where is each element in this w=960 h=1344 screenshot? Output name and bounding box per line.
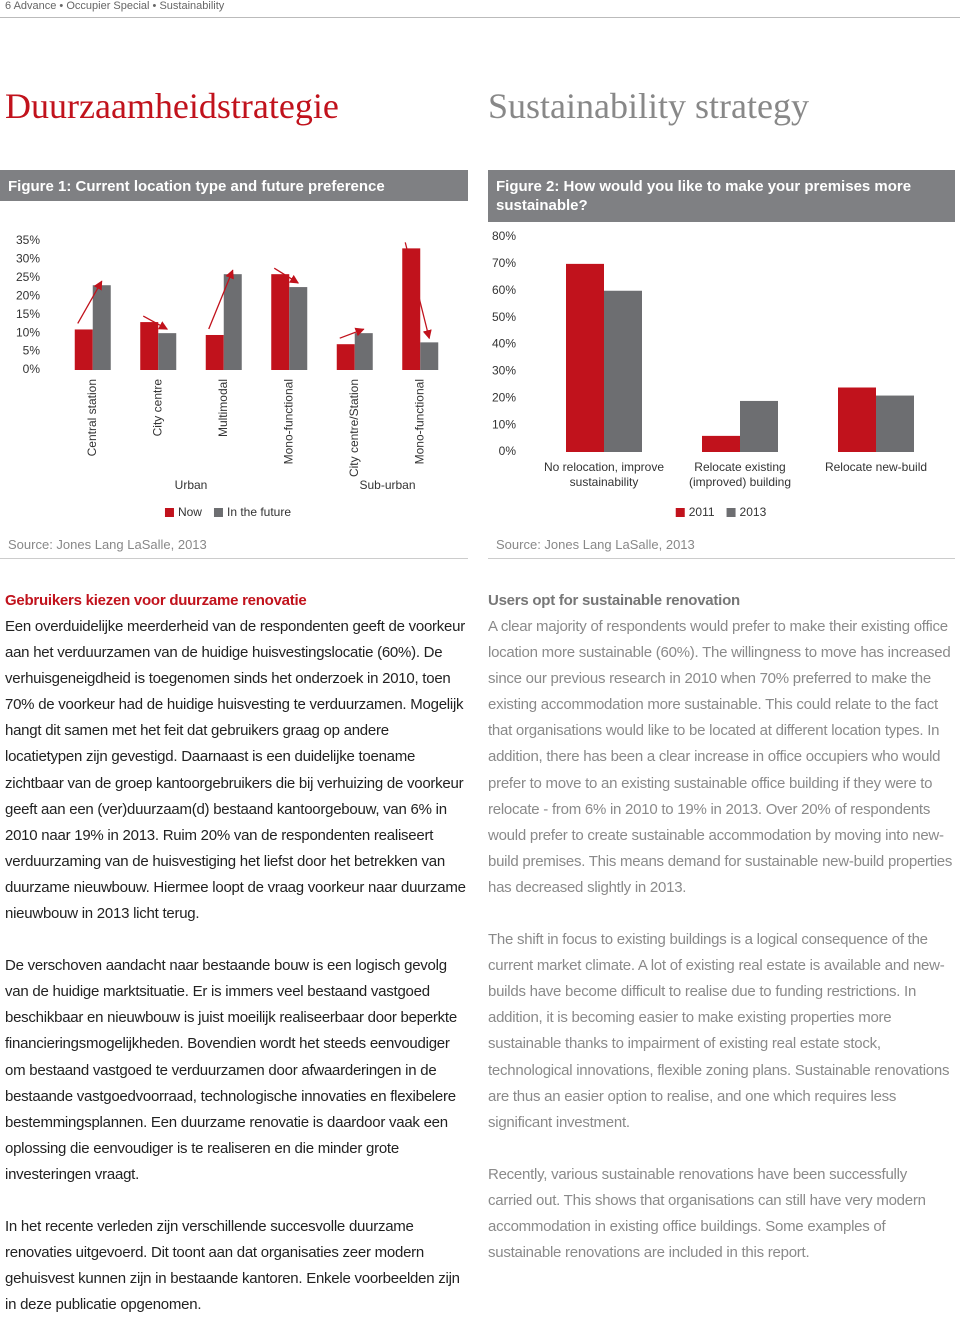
- bar: [205, 334, 224, 370]
- header-rule: [0, 17, 960, 18]
- legend-label: Now: [178, 505, 202, 519]
- bar: [92, 285, 111, 370]
- figure-title: Figure 1: Current location type and futu…: [0, 170, 468, 201]
- figure-source: Source: Jones Lang LaSalle, 2013: [496, 537, 695, 552]
- figure-panel: Figure 1: Current location type and futu…: [0, 170, 468, 559]
- paragraph: Recently, various sustainable renovation…: [488, 1165, 926, 1262]
- bar: [402, 248, 421, 370]
- figure-panel: Figure 2: How would you like to make you…: [488, 170, 955, 559]
- trend-arrow: [273, 267, 300, 284]
- bar: [604, 290, 642, 452]
- bar: [74, 329, 93, 370]
- text-column-dutch: Gebruikers kiezen voor duurzame renovati…: [5, 588, 467, 1344]
- trend-arrow: [339, 327, 365, 339]
- y-tick-label: 70%: [492, 256, 516, 270]
- legend-label: 2011: [689, 505, 715, 519]
- y-tick-label: 10%: [16, 325, 40, 339]
- title-dutch: Duurzaamheidstrategie: [5, 86, 339, 126]
- y-tick-label: 25%: [16, 270, 40, 284]
- x-tick-label: Mono-functional: [412, 379, 426, 464]
- legend: Now In the future: [164, 505, 291, 519]
- x-tick-label-box: Relocate existing (improved) building: [688, 460, 792, 489]
- chart: 0% 5% 10% 15% 20% 25% 30% 35% Central station Cit…: [16, 233, 439, 519]
- y-tick-label: 40%: [492, 337, 516, 351]
- paragraph: De verschoven aandacht naar bestaande bo…: [5, 957, 457, 1183]
- legend-swatch: [675, 508, 685, 517]
- x-tick-label: Multimodal: [216, 379, 230, 437]
- figure-title: Figure 2: How would you like to make you…: [488, 170, 955, 222]
- bar: [158, 333, 177, 370]
- x-tick-label: Relocate existing (improved) building: [688, 460, 792, 489]
- x-tick-label: Central station: [85, 379, 99, 456]
- column-heading: Users opt for sustainable renovation: [488, 592, 740, 609]
- legend-label: In the future: [227, 505, 291, 519]
- y-tick-label: 60%: [492, 283, 516, 297]
- y-tick-label: 50%: [492, 310, 516, 324]
- bar: [336, 344, 355, 370]
- text-column-english: Users opt for sustainable renovation A c…: [488, 588, 954, 1292]
- legend-swatch: [726, 508, 736, 517]
- y-tick-label: 20%: [492, 390, 516, 404]
- x-tick-label: Relocate new-build: [824, 460, 928, 474]
- column-heading: Gebruikers kiezen voor duurzame renovati…: [5, 592, 307, 609]
- legend: 2011 2013: [675, 505, 767, 519]
- paragraph: A clear majority of respondents would pr…: [488, 618, 953, 896]
- bar: [223, 274, 242, 370]
- paragraph: In het recente verleden zijn verschillen…: [5, 1217, 460, 1314]
- bar: [354, 333, 373, 370]
- group-label: Sub-urban: [359, 478, 415, 492]
- running-head: 6 Advance • Occupier Special • Sustainab…: [5, 0, 225, 12]
- y-tick-label: 0%: [499, 444, 517, 458]
- figure-source: Source: Jones Lang LaSalle, 2013: [8, 537, 207, 552]
- bar: [876, 395, 914, 452]
- y-tick-label: 20%: [16, 288, 40, 302]
- x-tick-label: Mono-functional: [281, 379, 295, 464]
- trend-arrow: [404, 242, 432, 340]
- x-tick-label-box: No relocation, improve sustainability: [543, 460, 665, 489]
- legend-label: 2013: [740, 505, 767, 519]
- trend-arrow: [208, 269, 234, 330]
- bar: [702, 435, 740, 452]
- bar: [420, 342, 439, 370]
- legend-swatch: [213, 508, 223, 517]
- y-tick-label: 15%: [16, 307, 40, 321]
- y-tick-label: 30%: [16, 252, 40, 266]
- bar: [838, 387, 876, 452]
- trend-arrow: [142, 315, 169, 330]
- y-tick-label: 35%: [16, 233, 40, 247]
- x-tick-label: City centre: [150, 379, 164, 437]
- bar: [566, 263, 604, 452]
- bar: [289, 287, 308, 370]
- title-english: Sustainability strategy: [488, 86, 809, 126]
- x-tick-label: City centre/Station: [347, 379, 361, 477]
- chart: 0% 10% 20% 30% 40% 50% 60% 70% 80% No relocation,…: [492, 229, 928, 519]
- bar: [140, 322, 159, 370]
- group-label: Urban: [175, 478, 208, 492]
- legend-swatch: [164, 508, 174, 517]
- trend-arrow: [77, 280, 103, 324]
- page: 6 Advance • Occupier Special • Sustainab…: [0, 0, 960, 1313]
- bar: [740, 400, 778, 452]
- paragraph: The shift in focus to existing buildings…: [488, 931, 950, 1131]
- paragraph: Een overduidelijke meerderheid van de re…: [5, 618, 466, 923]
- y-tick-label: 30%: [492, 364, 516, 378]
- y-tick-label: 5%: [23, 344, 41, 358]
- y-tick-label: 10%: [492, 417, 516, 431]
- y-tick-label: 0%: [23, 362, 41, 376]
- x-tick-label: No relocation, improve sustainability: [543, 460, 665, 489]
- bar: [271, 274, 290, 370]
- y-tick-label: 80%: [492, 229, 516, 243]
- x-tick-label-box: Relocate new-build: [824, 460, 928, 474]
